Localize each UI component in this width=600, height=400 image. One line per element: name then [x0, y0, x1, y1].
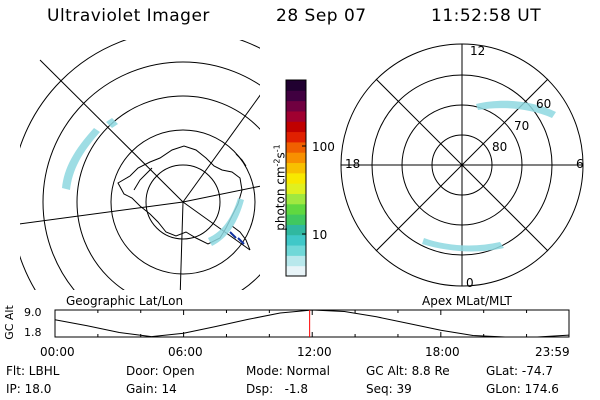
colorbar-segment — [286, 80, 306, 91]
colorbar — [286, 80, 306, 277]
colorbar-segment — [286, 141, 306, 153]
colorbar-segment — [286, 121, 306, 133]
mlat-mlt-polar-plot — [340, 43, 584, 287]
altitude-tick-9: 9.0 — [24, 306, 42, 319]
time-tick-0000: 00:00 — [40, 345, 75, 359]
footer-glon: GLon: 174.6 — [486, 382, 559, 396]
mlat-label-80: 80 — [492, 140, 508, 154]
altitude-ticks — [54, 310, 570, 337]
colorbar-segment — [286, 193, 306, 205]
colorbar-segment — [286, 172, 306, 184]
mlt-label-0: 0 — [466, 276, 474, 290]
colorbar-frame — [285, 79, 307, 277]
colorbar-segment — [286, 162, 306, 174]
mlat-label-70: 70 — [514, 119, 530, 133]
meridian-line — [20, 201, 184, 225]
colorbar-segment — [286, 214, 306, 225]
altitude-line — [54, 309, 570, 338]
mlt-label-12: 12 — [470, 44, 486, 58]
footer-door: Door: Open — [126, 364, 195, 378]
footer-filter: Flt: LBHL — [6, 364, 60, 378]
app-title: Ultraviolet Imager — [47, 6, 210, 26]
footer-gain: Gain: 14 — [126, 382, 177, 396]
track-mark — [229, 231, 245, 245]
altitude-axis-label: GC Alt — [2, 305, 16, 340]
colorbar-segment — [286, 234, 306, 246]
colorbar-unit-label: photon cm-2s-1 — [272, 144, 288, 231]
date-label: 28 Sep 07 — [276, 6, 367, 26]
mlt-label-18: 18 — [345, 157, 361, 171]
geo-caption: Geographic Lat/Lon — [66, 294, 184, 308]
meridian-line — [179, 201, 184, 290]
island-coastline — [235, 153, 247, 167]
peninsula-coastline — [133, 167, 153, 191]
lat-circle — [145, 164, 221, 240]
lat-circle — [42, 61, 260, 290]
time-tick-0600: 06:00 — [168, 345, 203, 359]
colorbar-segment — [286, 90, 306, 102]
colorbar-segment — [286, 183, 306, 194]
time-label: 11:52:58 UT — [431, 6, 542, 26]
meridian-line — [39, 59, 184, 203]
mlt-label-6: 6 — [576, 157, 584, 171]
aurora-emission-mag — [422, 100, 556, 252]
colorbar-segment — [286, 265, 306, 277]
colorbar-segment — [286, 224, 306, 236]
footer-mode: Mode: Normal — [246, 364, 330, 378]
footer-gc-alt: GC Alt: 8.8 Re — [366, 364, 450, 378]
colorbar-segment — [286, 110, 306, 122]
footer-ip: IP: 18.0 — [6, 382, 52, 396]
mag-caption: Apex MLat/MLT — [422, 294, 512, 308]
altitude-tick-1-8: 1.8 — [24, 326, 42, 339]
colorbar-segment — [286, 100, 306, 112]
footer-dsp: Dsp: -1.8 — [246, 382, 309, 396]
footer-seq: Seq: 39 — [366, 382, 412, 396]
altitude-strip-chart — [54, 309, 570, 338]
lat-circle — [76, 95, 260, 290]
colorbar-segment — [286, 255, 306, 267]
lat-circle — [110, 129, 256, 275]
colorbar-tick-10: 10 — [312, 228, 328, 242]
nz-coastline — [231, 225, 251, 251]
footer-glat: GLat: -74.7 — [486, 364, 553, 378]
meridian-line — [182, 201, 251, 251]
time-tick-1800: 18:00 — [425, 345, 460, 359]
meridian-line — [182, 94, 260, 203]
colorbar-tick-100: 100 — [312, 140, 335, 154]
mlat-label-60: 60 — [536, 97, 552, 111]
colorbar-segment — [286, 245, 306, 256]
geographic-map — [20, 40, 260, 290]
colorbar-segment — [286, 152, 306, 164]
altitude-plot — [54, 309, 570, 338]
aurora-emission-geo — [62, 118, 244, 246]
time-tick-1200: 12:00 — [297, 345, 332, 359]
time-tick-2359: 23:59 — [535, 345, 570, 359]
colorbar-segment — [286, 131, 306, 143]
colorbar-segment — [286, 203, 306, 215]
